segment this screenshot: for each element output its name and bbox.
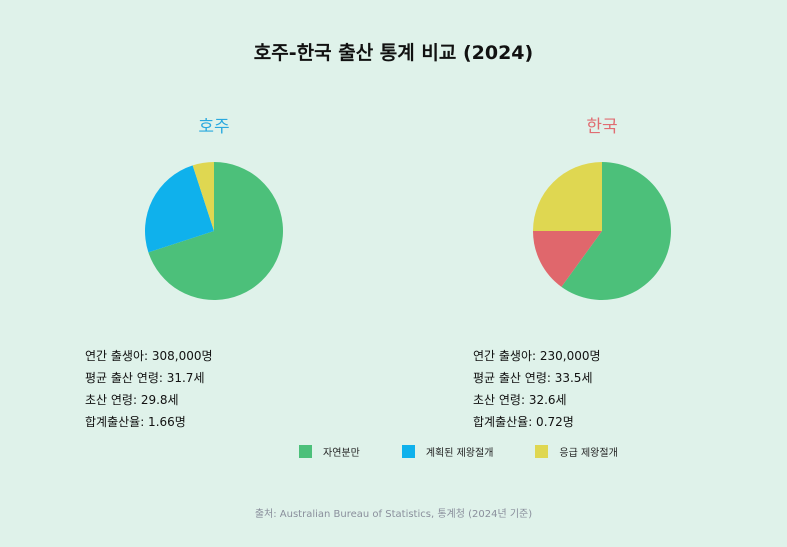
- stat-annual-births: 연간 출생아: 230,000명: [473, 349, 601, 363]
- pie-slice-3: [533, 162, 602, 231]
- legend-item-planned-cesarean: 계획된 제왕절개: [401, 444, 494, 459]
- stat-first-birth-age: 초산 연령: 29.8세: [85, 393, 179, 407]
- stats-korea: 연간 출생아: 230,000명 평균 출산 연령: 33.5세 초산 연령: …: [473, 345, 601, 433]
- stats-australia: 연간 출생아: 308,000명 평균 출산 연령: 31.7세 초산 연령: …: [85, 345, 213, 433]
- legend-swatch-emergency-cesarean: [535, 445, 549, 458]
- stat-mean-age: 평균 출산 연령: 33.5세: [473, 371, 593, 385]
- pie-slice-3: [192, 162, 214, 231]
- legend-label: 자연분만: [323, 448, 360, 459]
- stat-first-birth-age: 초산 연령: 32.6세: [473, 393, 567, 407]
- legend-label: 계획된 제왕절개: [425, 448, 494, 459]
- pie-slice-1: [561, 162, 671, 300]
- stat-mean-age: 평균 출산 연령: 31.7세: [85, 371, 205, 385]
- country-label-australia: 호주: [198, 117, 230, 137]
- country-label-korea: 한국: [586, 117, 618, 137]
- pie-slice-1: [148, 162, 283, 300]
- legend-label: 응급 제왕절개: [559, 448, 618, 459]
- stat-fertility-rate: 합계출산율: 0.72명: [473, 415, 574, 429]
- legend-item-natural: 자연분만: [299, 444, 360, 459]
- pie-slice-2: [145, 165, 214, 253]
- stat-fertility-rate: 합계출산율: 1.66명: [85, 415, 186, 429]
- legend-item-emergency-cesarean: 응급 제왕절개: [535, 444, 618, 459]
- source-note: 출처: Australian Bureau of Statistics, 통계청…: [254, 509, 533, 520]
- legend-swatch-planned-cesarean: [401, 445, 415, 458]
- stat-annual-births: 연간 출생아: 308,000명: [85, 349, 213, 363]
- pie-chart-australia: [145, 162, 283, 300]
- chart-title: 호주-한국 출산 통계 비교 (2024): [253, 42, 534, 64]
- legend: 자연분만 계획된 제왕절개 응급 제왕절개: [299, 444, 618, 459]
- pie-slice-2: [533, 231, 602, 287]
- pie-chart-korea: [533, 162, 671, 300]
- legend-swatch-natural: [299, 445, 312, 458]
